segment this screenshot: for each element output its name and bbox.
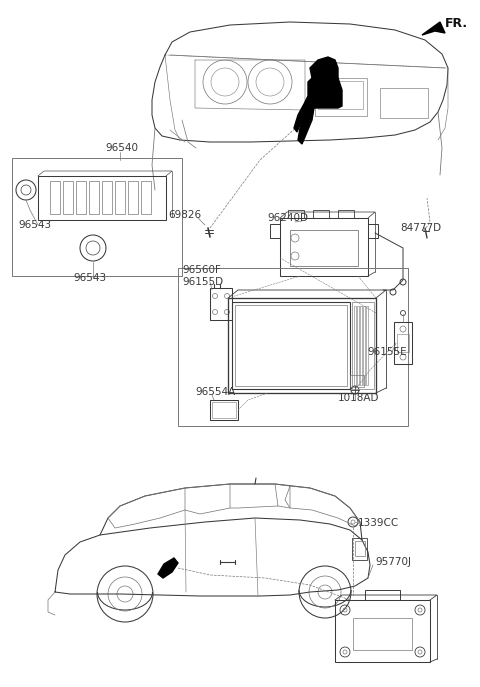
Bar	[394, 322, 412, 364]
Bar	[338, 210, 354, 218]
Polygon shape	[310, 57, 338, 82]
Bar	[128, 181, 138, 214]
Text: 96155D: 96155D	[182, 277, 223, 287]
Bar	[352, 538, 367, 560]
Bar	[212, 402, 236, 418]
Text: 69826: 69826	[168, 210, 201, 220]
Text: FR.: FR.	[445, 17, 468, 30]
Bar	[115, 181, 125, 214]
Bar	[352, 302, 374, 389]
Bar	[380, 88, 428, 118]
Bar	[365, 590, 400, 600]
Bar	[288, 210, 304, 218]
Text: 95770J: 95770J	[375, 557, 411, 567]
Bar	[290, 230, 358, 266]
Bar	[368, 224, 378, 238]
Bar	[12, 158, 182, 276]
Bar	[210, 288, 232, 320]
Polygon shape	[422, 22, 445, 35]
Bar	[357, 306, 359, 385]
Bar	[270, 224, 280, 238]
Bar	[397, 334, 409, 352]
Bar	[89, 181, 99, 214]
Bar	[235, 305, 347, 386]
Bar	[353, 618, 412, 650]
Bar	[350, 375, 364, 387]
Bar	[366, 306, 368, 385]
Bar	[178, 268, 408, 426]
Bar	[318, 81, 363, 109]
Polygon shape	[294, 96, 312, 132]
Bar	[50, 181, 60, 214]
Bar	[141, 181, 151, 214]
Polygon shape	[298, 108, 314, 144]
Bar	[363, 306, 365, 385]
Text: 96540: 96540	[105, 143, 138, 153]
Polygon shape	[308, 78, 342, 108]
Bar	[76, 181, 86, 214]
Bar	[232, 302, 350, 389]
Text: 96543: 96543	[18, 220, 51, 230]
Text: 96554A: 96554A	[195, 387, 235, 397]
Bar	[63, 181, 73, 214]
Bar	[360, 306, 362, 385]
Text: 84777D: 84777D	[400, 223, 441, 233]
Bar	[354, 306, 356, 385]
Bar	[315, 78, 367, 116]
Polygon shape	[158, 558, 178, 578]
Text: 1339CC: 1339CC	[358, 518, 399, 528]
Text: 96155E: 96155E	[367, 347, 407, 357]
Bar	[102, 181, 112, 214]
Bar	[38, 176, 166, 220]
Bar	[355, 541, 365, 556]
Bar	[335, 600, 430, 662]
Text: 96240D: 96240D	[267, 213, 308, 223]
Bar	[210, 400, 238, 420]
Bar	[313, 210, 329, 218]
Text: 96560F: 96560F	[182, 265, 221, 275]
Bar	[280, 218, 368, 276]
Text: 96543: 96543	[73, 273, 106, 283]
Bar	[228, 298, 376, 393]
Text: 1018AD: 1018AD	[338, 393, 380, 403]
